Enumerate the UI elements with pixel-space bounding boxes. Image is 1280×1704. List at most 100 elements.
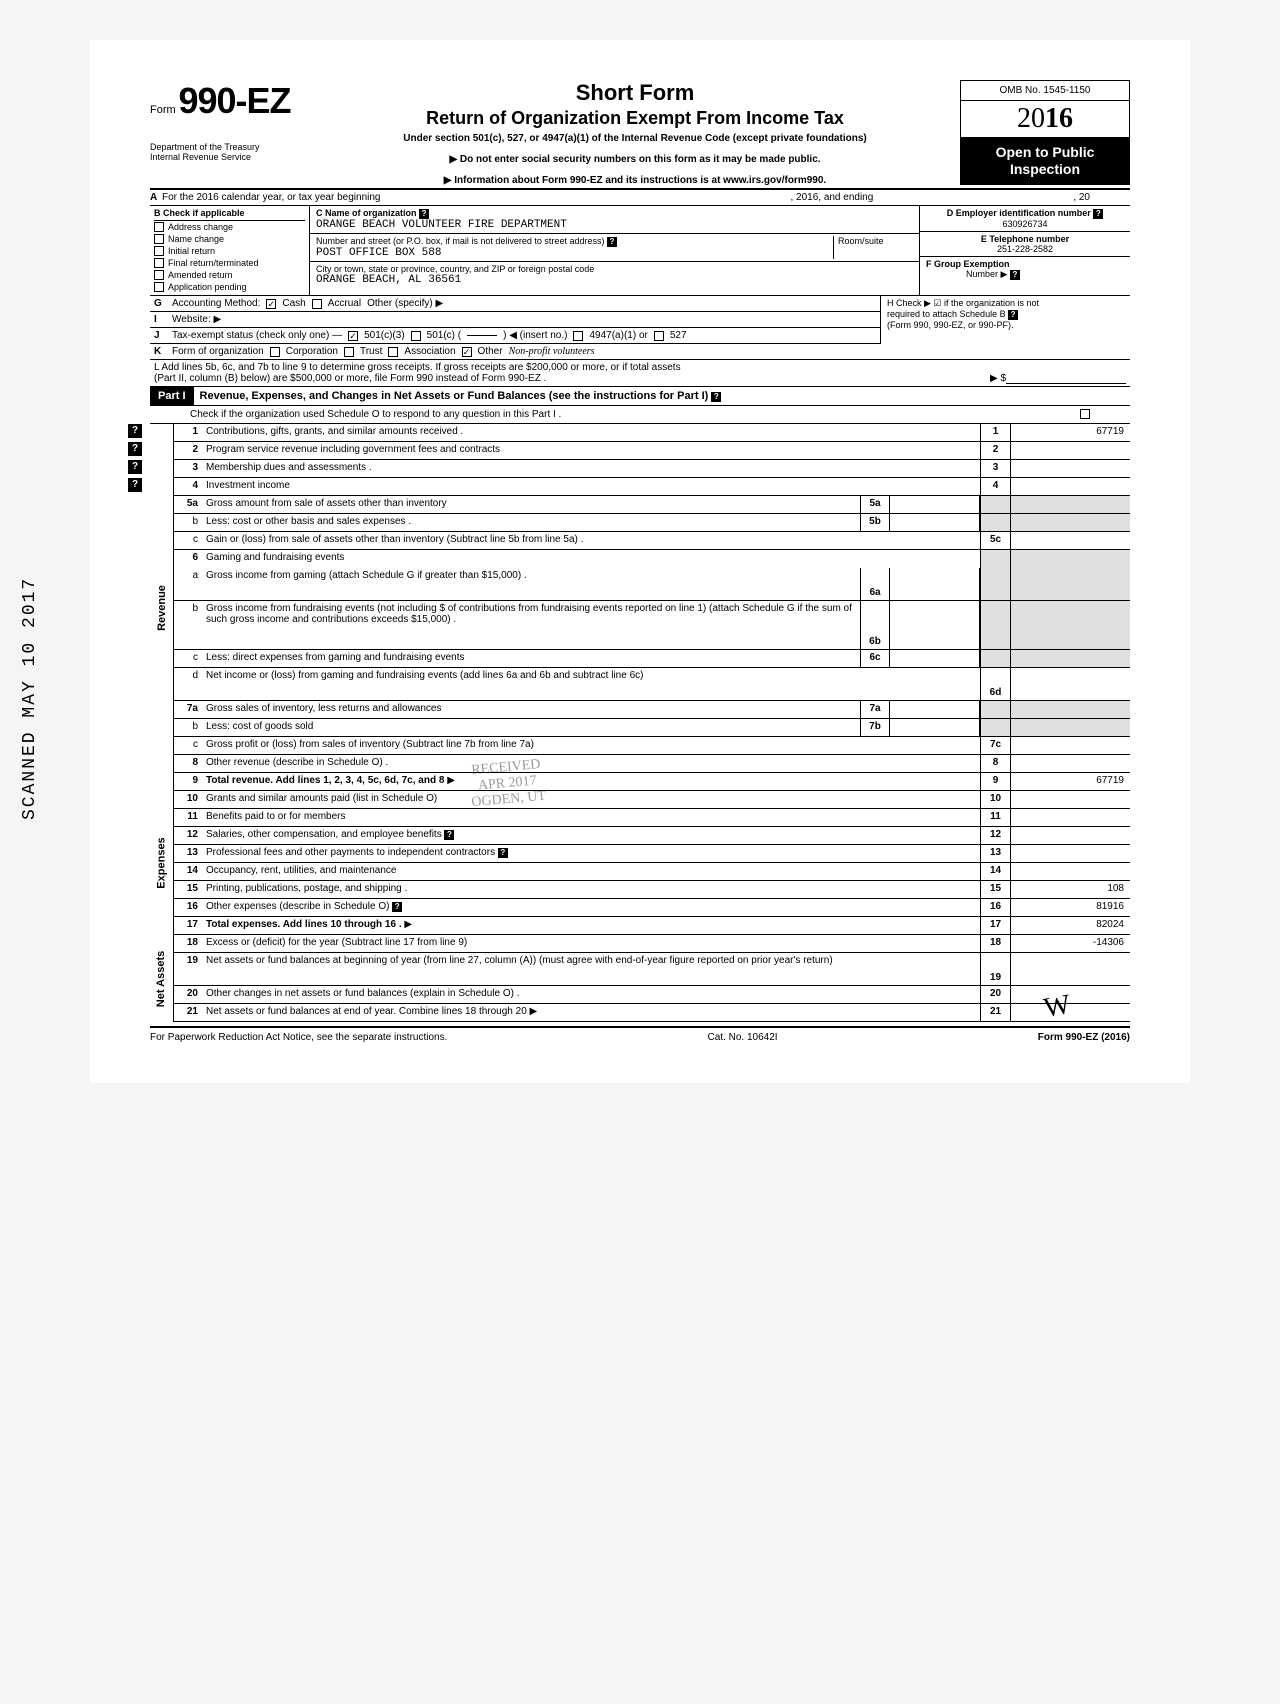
help-icon[interactable]: ? [1093,209,1103,219]
k-other-value: Non-profit volunteers [509,346,595,357]
line-16-value: 81916 [1010,899,1130,916]
checkbox-assoc[interactable] [388,347,398,357]
form-under: Under section 501(c), 527, or 4947(a)(1)… [320,133,950,144]
revenue-section: Revenue ?1Contributions, gifts, grants, … [150,424,1130,791]
line-a: A For the 2016 calendar year, or tax yea… [150,190,1130,206]
line-2-value [1010,442,1130,459]
help-icon[interactable]: ? [128,424,142,438]
line-8-value [1010,755,1130,772]
footer-left: For Paperwork Reduction Act Notice, see … [150,1032,447,1043]
footer-mid: Cat. No. 10642I [708,1032,778,1043]
line-3-value [1010,460,1130,477]
row-k: K Form of organization Corporation Trust… [150,344,1130,360]
page-footer: For Paperwork Reduction Act Notice, see … [150,1026,1130,1043]
row-i: I Website: ▶ [150,312,880,328]
expenses-label: Expenses [156,837,168,888]
help-icon[interactable]: ? [444,830,454,840]
checkbox-final-return[interactable] [154,258,164,268]
checkbox-schedule-o[interactable] [1080,409,1090,419]
form-subtitle: Return of Organization Exempt From Incom… [320,108,950,129]
line-14-value [1010,863,1130,880]
help-icon[interactable]: ? [128,478,142,492]
form-note-2: ▶ Information about Form 990-EZ and its … [320,175,950,186]
form-title: Short Form [320,80,950,106]
part-1-header: Part I Revenue, Expenses, and Changes in… [150,386,1130,406]
checkbox-501c[interactable] [411,331,421,341]
checkbox-cash[interactable] [266,299,276,309]
form-number: 990-EZ [178,80,290,121]
line-10-value [1010,791,1130,808]
form-note-1: ▶ Do not enter social security numbers o… [320,154,950,165]
checkbox-pending[interactable] [154,282,164,292]
line-1-value: 67719 [1010,424,1130,441]
f-label-2: Number ▶ [926,269,1007,279]
footer-right: Form 990-EZ (2016) [1038,1032,1130,1043]
help-icon[interactable]: ? [498,848,508,858]
help-icon[interactable]: ? [419,209,429,219]
row-h-1: H Check ▶ ☑ if the organization is not [887,298,1124,309]
scanned-stamp: SCANNED MAY 10 2017 [20,577,40,820]
e-label: E Telephone number [981,234,1069,244]
f-label: F Group Exemption [926,259,1010,269]
col-b-header: B Check if applicable [154,208,305,221]
row-g: G Accounting Method: Cash Accrual Other … [150,296,880,312]
room-label: Room/suite [838,236,884,246]
line-5c-value [1010,532,1130,549]
form-page: Form 990-EZ Department of the Treasury I… [90,40,1190,1083]
part-1-check: Check if the organization used Schedule … [150,406,1130,424]
checkbox-initial-return[interactable] [154,246,164,256]
line-7c-value [1010,737,1130,754]
open-to-public: Open to Public Inspection [960,138,1130,185]
city-label: City or town, state or province, country… [316,264,594,274]
checkbox-501c3[interactable] [348,331,358,341]
help-icon[interactable]: ? [1010,270,1020,280]
addr-label: Number and street (or P.O. box, if mail … [316,236,604,246]
row-h-3: (Form 990, 990-EZ, or 990-PF). [887,320,1124,330]
checkbox-amended[interactable] [154,270,164,280]
handwritten-initial: W [1041,989,1073,1025]
help-icon[interactable]: ? [392,902,402,912]
dept-line-1: Department of the Treasury [150,142,310,152]
help-icon[interactable]: ? [128,442,142,456]
line-12-value [1010,827,1130,844]
header-grid: B Check if applicable Address change Nam… [150,206,1130,296]
tax-year: 2016 [960,101,1130,138]
line-18-value: -14306 [1010,935,1130,952]
row-h-2: required to attach Schedule B ? [887,309,1124,320]
checkbox-corp[interactable] [270,347,280,357]
revenue-label: Revenue [156,585,168,631]
checkbox-accrual[interactable] [312,299,322,309]
expenses-section: Expenses 10Grants and similar amounts pa… [150,791,1130,935]
checkbox-4947[interactable] [573,331,583,341]
form-header: Form 990-EZ Department of the Treasury I… [150,80,1130,186]
net-assets-section: Net Assets 18Excess or (deficit) for the… [150,935,1130,1022]
row-l: L Add lines 5b, 6c, and 7b to line 9 to … [150,360,1130,386]
checkbox-other[interactable] [462,347,472,357]
line-17-value: 82024 [1010,917,1130,934]
omb-number: OMB No. 1545-1150 [960,80,1130,101]
dept-line-2: Internal Revenue Service [150,152,310,162]
net-assets-label: Net Assets [156,950,168,1006]
row-j: J Tax-exempt status (check only one) — 5… [150,328,880,344]
checkbox-name-change[interactable] [154,234,164,244]
checkbox-address-change[interactable] [154,222,164,232]
line-19-value [1010,953,1130,985]
ein-value: 630926734 [1002,219,1047,229]
help-icon[interactable]: ? [128,460,142,474]
phone-value: 251-228-2582 [997,244,1053,254]
line-20-value [1010,986,1130,1003]
help-icon[interactable]: ? [711,392,721,402]
line-6d-value [1010,668,1130,700]
line-4-value [1010,478,1130,495]
line-9-value: 67719 [1010,773,1130,790]
line-13-value [1010,845,1130,862]
checkbox-527[interactable] [654,331,664,341]
checkbox-trust[interactable] [344,347,354,357]
help-icon[interactable]: ? [1008,310,1018,320]
org-name: ORANGE BEACH VOLUNTEER FIRE DEPARTMENT [316,219,567,231]
form-prefix: Form [150,104,176,116]
help-icon[interactable]: ? [607,237,617,247]
c-label: C Name of organization [316,208,417,218]
org-address: POST OFFICE BOX 588 [316,247,441,259]
line-15-value: 108 [1010,881,1130,898]
